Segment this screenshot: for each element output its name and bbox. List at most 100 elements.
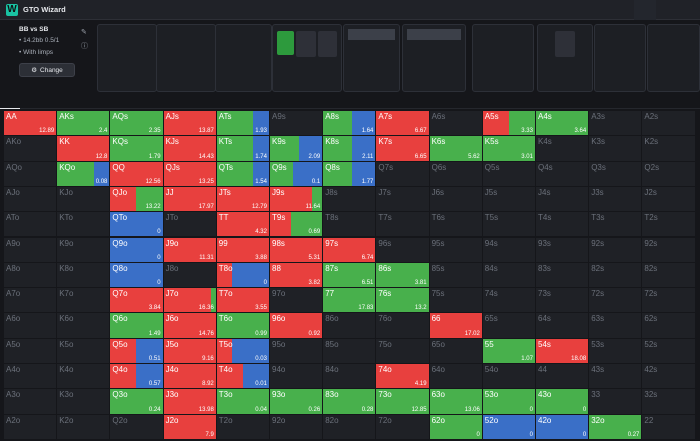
hand-cell[interactable]: 94o [270,364,324,390]
hand-cell[interactable]: 42o 0 [536,414,590,440]
hand-cell[interactable]: A6o [4,313,58,339]
hand-cell[interactable]: J2o 7.9 [163,414,217,440]
hand-cell[interactable]: 93o 0.26 [270,389,324,415]
hand-cell[interactable]: J8s [323,186,377,213]
hand-cell[interactable]: QTo 0 [110,212,164,238]
hand-cell[interactable]: T2o [216,414,270,440]
nav-tab-practice[interactable] [656,0,678,20]
hand-cell[interactable]: 66 17.02 [429,313,483,339]
action-panel-5[interactable] [402,24,466,92]
hand-cell[interactable]: Q2o [110,414,164,440]
hand-cell[interactable]: QQ 12.56 [110,161,164,187]
view-tab[interactable] [20,95,40,109]
hand-cell[interactable]: K4o [57,364,111,390]
hand-cell[interactable]: 93s [536,237,590,263]
hand-cell[interactable]: KTs 1.74 [216,136,270,162]
hand-cell[interactable]: Q4s [536,161,590,187]
hand-cell[interactable]: 99 3.88 [216,237,270,263]
hand-cell[interactable]: 76o [376,313,430,339]
hand-cell[interactable]: J2s [642,186,696,213]
action-panel-7[interactable] [594,24,646,92]
change-button[interactable]: ⚙ Change [19,63,75,77]
hand-cell[interactable]: J4s [536,186,590,213]
hand-cell[interactable]: J7o 16.36 [163,288,217,314]
hand-cell[interactable]: Q2s [642,161,696,187]
hand-cell[interactable]: 32s [642,389,696,415]
hand-cell[interactable]: Q7s [376,161,430,187]
hand-cell[interactable]: T5o 0.03 [216,338,270,364]
hand-cell[interactable]: J9s 11.64 [270,186,324,213]
hand-cell[interactable]: 53o 0 [482,389,536,415]
view-tab[interactable] [60,95,80,109]
hand-cell[interactable]: KK 12.8 [57,136,111,162]
hand-cell[interactable]: Q3s [589,161,643,187]
hand-cell[interactable]: K7o [57,288,111,314]
hand-cell[interactable]: K2o [57,414,111,440]
action-panel-2[interactable] [156,24,216,92]
action-panel-3[interactable] [215,24,272,92]
hand-cell[interactable]: K7s 6.65 [376,136,430,162]
hand-cell[interactable]: 87s 6.51 [323,262,377,289]
hand-cell[interactable]: K6o [57,313,111,339]
hand-cell[interactable]: K2s [642,136,696,162]
hand-cell[interactable]: A4s 3.64 [536,111,590,137]
hand-cell[interactable]: T3s [589,212,643,238]
hand-cell[interactable]: 83o 0.28 [323,389,377,415]
hand-cell[interactable]: 42s [642,364,696,390]
hand-cell[interactable]: J3o 13.98 [163,389,217,415]
hand-cell[interactable]: A9o [4,237,58,263]
hand-cell[interactable]: ATs 1.93 [216,111,270,137]
action-panel-6[interactable] [472,24,534,92]
hand-cell[interactable]: Q5o 0.51 [110,338,164,364]
hand-cell[interactable]: AKs 2.4 [57,111,111,137]
hand-cell[interactable]: KJo [57,186,111,213]
info-icon[interactable]: ⓘ [81,43,88,50]
action-option[interactable] [348,29,395,40]
logo[interactable]: W GTO Wizard [6,3,66,16]
action-panel-4[interactable] [343,24,400,92]
hand-cell[interactable]: J5s [482,186,536,213]
hand-cell[interactable]: 52o 0 [482,414,536,440]
action-option[interactable] [348,41,395,52]
hand-cell[interactable]: QJs 13.25 [163,161,217,187]
hand-cell[interactable]: 82s [589,262,643,289]
hand-cell[interactable]: 95s [429,237,483,263]
hand-cell[interactable]: T7o 3.55 [216,288,270,314]
hand-cell[interactable]: 77 17.83 [323,288,377,314]
hand-cell[interactable]: K8s 2.11 [323,136,377,162]
hand-cell[interactable]: 52s [642,338,696,364]
hand-cell[interactable]: Q6s [429,161,483,187]
hand-cell[interactable]: Q8s 1.77 [323,161,377,187]
hand-cell[interactable]: A2o [4,414,58,440]
hand-cell[interactable]: 75o [376,338,430,364]
hand-cell[interactable]: QTs 1.54 [216,161,270,187]
hand-cell[interactable]: T6s [429,212,483,238]
hand-cell[interactable]: 64o [429,364,483,390]
hand-cell[interactable]: 74o 4.19 [376,364,430,390]
nav-tab-study[interactable] [634,0,656,20]
hand-cell[interactable]: 53s [589,338,643,364]
hand-cell[interactable]: 95o [270,338,324,364]
hand-cell[interactable]: A8o [4,262,58,289]
hand-cell[interactable]: J6s [429,186,483,213]
hand-cell[interactable]: Q6o 1.49 [110,313,164,339]
action-option[interactable] [407,29,461,40]
hand-cell[interactable]: 72s [642,288,696,314]
hand-cell[interactable]: J6o 14.76 [163,313,217,339]
hand-cell[interactable]: A3o [4,389,58,415]
hand-cell[interactable]: 94s [482,237,536,263]
hand-cell[interactable]: J5o 9.16 [163,338,217,364]
hand-cell[interactable]: 63o 13.06 [429,389,483,415]
hand-cell[interactable]: 82s [642,262,696,289]
hand-cell[interactable]: K6s 5.62 [429,136,483,162]
hand-cell[interactable]: J9o 11.31 [163,237,217,263]
hand-cell[interactable]: 84o [323,364,377,390]
hand-cell[interactable]: Q8o 0 [110,262,164,289]
hand-cell[interactable]: 44 [536,364,590,390]
hand-cell[interactable]: 86o [323,313,377,339]
hand-cell[interactable]: 65o [429,338,483,364]
hand-cell[interactable]: JJ 17.97 [163,186,217,213]
hand-cell[interactable]: 54o [482,364,536,390]
hand-cell[interactable]: T2s [642,212,696,238]
hand-cell[interactable]: K3o [57,389,111,415]
